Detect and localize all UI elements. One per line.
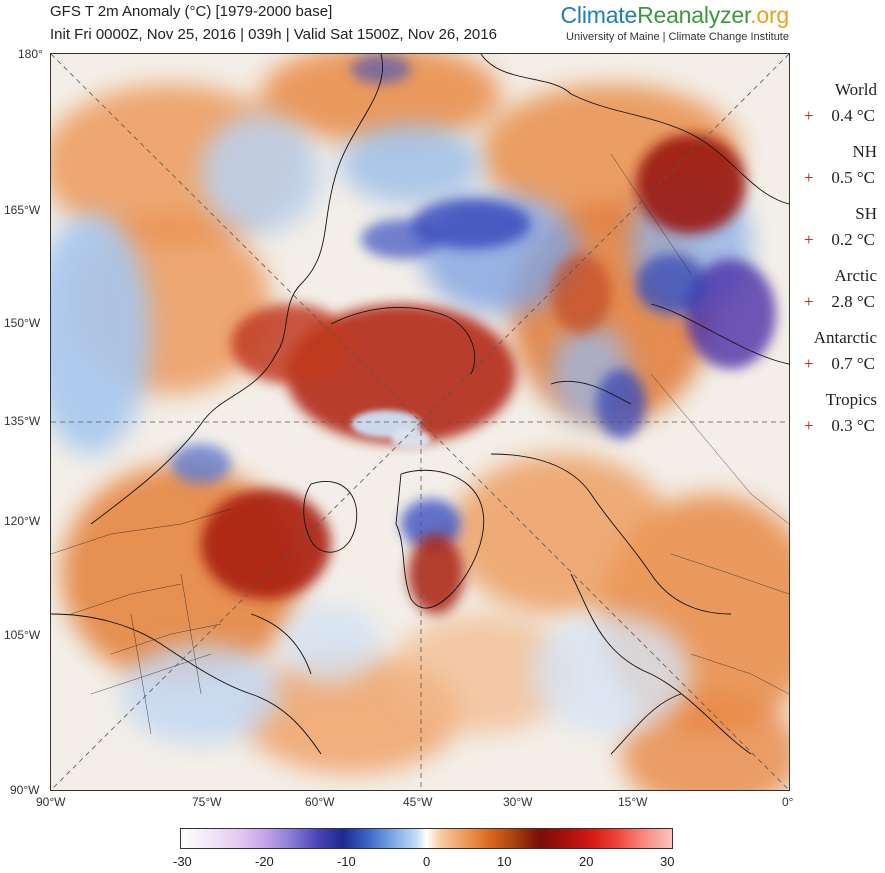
map-subtitle: Init Fri 0000Z, Nov 25, 2016 | 039h | Va… [50,26,497,43]
stat-value: 0.7 °C [831,354,875,373]
stat-arctic: Arctic + 2.8 °C [800,266,885,328]
stat-sign: + [804,292,814,311]
stat-nh: NH + 0.5 °C [800,142,885,204]
cold-anomaly [171,54,776,549]
axis-bottom-tick: 30°W [503,795,533,809]
axis-bottom-tick: 75°W [192,795,222,809]
stat-name: SH [855,204,877,223]
stat-antarctic: Antarctic + 0.7 °C [800,328,885,390]
colorbar-label: 10 [497,854,512,869]
stat-value: 2.8 °C [831,292,875,311]
borders [51,153,789,735]
colorbar [180,828,673,849]
anomaly-map-graphic [51,54,789,790]
stat-sign: + [804,230,814,249]
stat-world: World + 0.4 °C [800,80,885,142]
brand-part-org: .org [750,2,789,28]
stat-value: 0.4 °C [831,106,875,125]
colorbar-label: -20 [255,854,274,869]
stat-value: 0.3 °C [831,416,875,435]
stat-name: Arctic [834,266,877,285]
axis-left-tick: 180° [18,47,43,61]
stat-sign: + [804,416,814,435]
brand-part-climate: Climate [560,2,638,28]
axis-left-tick: 120°W [4,514,41,528]
stat-sign: + [804,354,814,373]
colorbar-label: 20 [579,854,594,869]
stat-sign: + [804,106,814,125]
stat-name: Tropics [825,390,877,409]
stat-value: 0.2 °C [831,230,875,249]
map-title: GFS T 2m Anomaly (°C) [1979-2000 base] [50,3,333,20]
stat-tropics: Tropics + 0.3 °C [800,390,885,452]
axis-bottom-tick: 90°W [36,795,66,809]
stat-name: World [834,80,877,99]
stat-name: Antarctic [813,328,877,347]
brand-part-reanalyzer: Reanalyzer [637,2,751,28]
axis-left-tick: 135°W [4,414,41,428]
colorbar-label: 0 [423,854,431,869]
colorbar-label: -10 [337,854,356,869]
graticule [51,54,789,790]
axis-left-tick: 150°W [4,316,41,330]
axis-bottom-tick: 15°W [618,795,648,809]
brand-logo[interactable]: ClimateReanalyzer.org [560,2,790,29]
anomaly-map [50,53,790,791]
stat-sh: SH + 0.2 °C [800,204,885,266]
axis-left-tick: 90°W [10,783,40,797]
colorbar-label: 30 [660,854,675,869]
stat-sign: + [804,168,814,187]
axis-bottom-tick: 0° [782,795,794,809]
brand-subtitle: University of Maine | Climate Change Ins… [566,31,789,43]
regional-anomaly-stats: World + 0.4 °C NH + 0.5 °C SH + 0.2 °C A… [800,80,885,452]
stat-name: NH [852,142,877,161]
axis-bottom-tick: 60°W [305,795,335,809]
colorbar-label: -30 [173,854,192,869]
axis-left-tick: 165°W [4,203,41,217]
axis-left-tick: 105°W [4,628,41,642]
coastlines [51,54,789,755]
axis-bottom-tick: 45°W [403,795,433,809]
warm-anomaly [201,134,746,614]
stat-value: 0.5 °C [831,168,875,187]
